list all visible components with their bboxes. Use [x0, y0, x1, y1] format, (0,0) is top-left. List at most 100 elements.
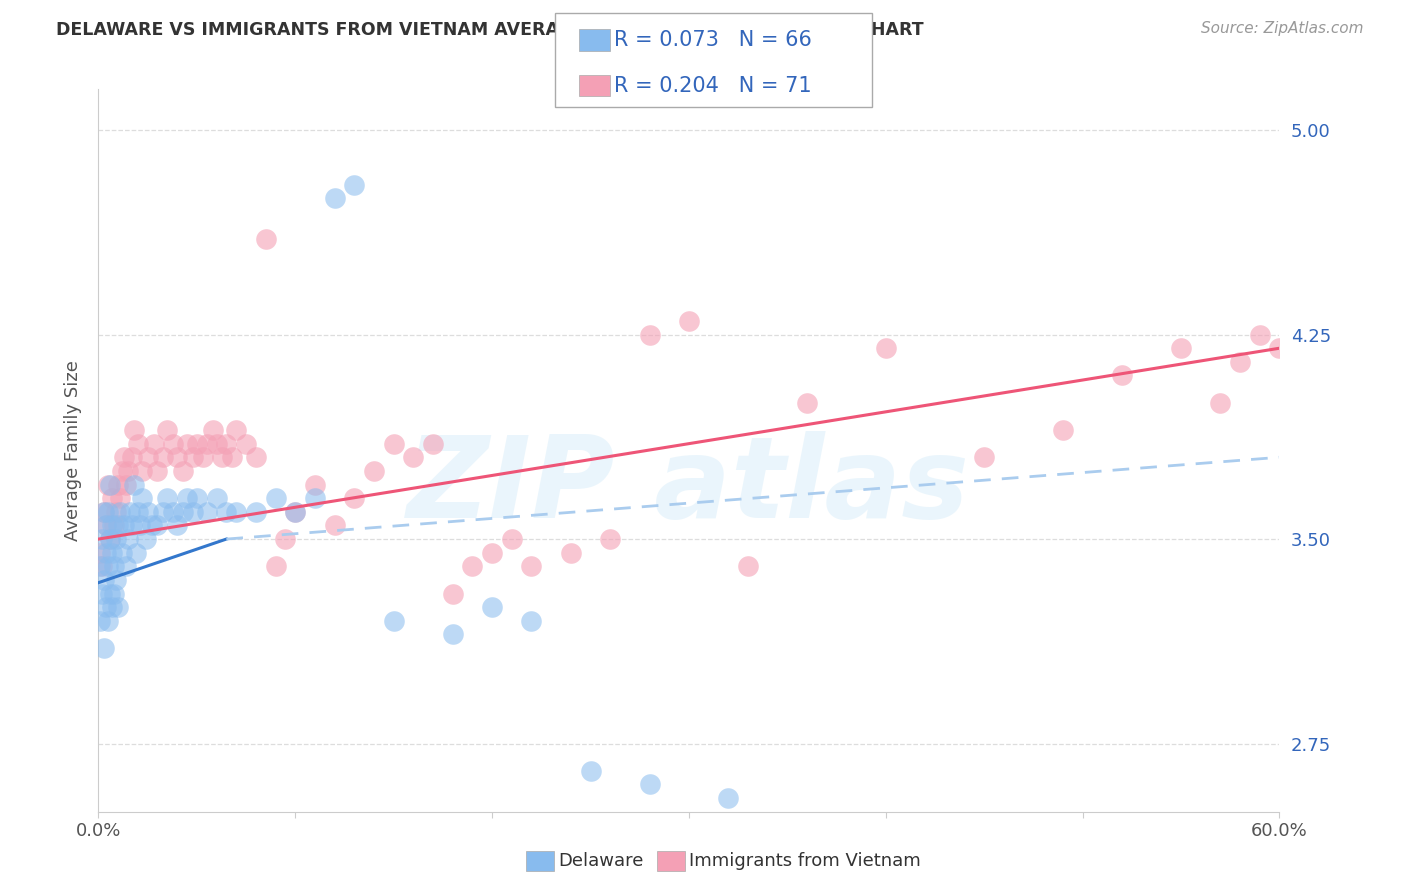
Point — [205, 491, 228, 505]
Point — [186, 491, 208, 505]
Point — [560, 546, 582, 560]
Point — [98, 532, 121, 546]
Point — [156, 423, 179, 437]
Point — [501, 532, 523, 546]
Point — [96, 600, 118, 615]
Point — [441, 627, 464, 641]
Point — [225, 423, 247, 437]
Point — [96, 546, 118, 560]
Point — [108, 491, 131, 505]
Point — [323, 518, 346, 533]
Point — [107, 518, 129, 533]
Point — [89, 559, 111, 574]
Point — [98, 586, 121, 600]
Point — [402, 450, 425, 465]
Point — [118, 505, 141, 519]
Point — [91, 586, 114, 600]
Point — [131, 491, 153, 505]
Point — [172, 505, 194, 519]
Point — [235, 436, 257, 450]
Point — [162, 505, 184, 519]
Point — [101, 491, 124, 505]
Point — [101, 600, 124, 615]
Point — [181, 450, 204, 465]
Point — [103, 518, 125, 533]
Point — [97, 614, 120, 628]
Point — [135, 532, 157, 546]
Point — [128, 518, 150, 533]
Point — [195, 505, 218, 519]
Point — [101, 518, 124, 533]
Point — [152, 505, 174, 519]
Point — [363, 464, 385, 478]
Point — [186, 436, 208, 450]
Point — [122, 477, 145, 491]
Point — [520, 614, 543, 628]
Point — [1268, 341, 1291, 355]
Point — [225, 505, 247, 519]
Point — [973, 450, 995, 465]
Point — [93, 505, 115, 519]
Point — [737, 559, 759, 574]
Point — [382, 614, 405, 628]
Point — [142, 436, 165, 450]
Point — [98, 477, 121, 491]
Point — [91, 559, 114, 574]
Point — [97, 477, 120, 491]
Point — [264, 491, 287, 505]
Point — [284, 505, 307, 519]
Point — [195, 436, 218, 450]
Y-axis label: Average Family Size: Average Family Size — [63, 360, 82, 541]
Point — [136, 450, 159, 465]
Point — [215, 436, 238, 450]
Point — [1052, 423, 1074, 437]
Point — [481, 546, 503, 560]
Text: Immigrants from Vietnam: Immigrants from Vietnam — [689, 852, 921, 870]
Point — [107, 600, 129, 615]
Point — [141, 518, 163, 533]
Point — [125, 546, 148, 560]
Point — [166, 518, 188, 533]
Point — [127, 505, 149, 519]
Point — [103, 559, 125, 574]
Point — [599, 532, 621, 546]
Text: R = 0.204   N = 71: R = 0.204 N = 71 — [614, 76, 813, 95]
Point — [93, 505, 115, 519]
Point — [162, 436, 184, 450]
Point — [717, 791, 740, 805]
Point — [211, 450, 233, 465]
Point — [105, 532, 128, 546]
Point — [382, 436, 405, 450]
Point — [191, 450, 214, 465]
Point — [98, 532, 121, 546]
Point — [1209, 396, 1232, 410]
Point — [112, 518, 135, 533]
Point — [205, 436, 228, 450]
Point — [93, 641, 115, 656]
Point — [152, 450, 174, 465]
Point — [274, 532, 297, 546]
Point — [115, 477, 138, 491]
Point — [115, 559, 138, 574]
Point — [146, 518, 169, 533]
Point — [89, 546, 111, 560]
Point — [111, 546, 134, 560]
Point — [638, 777, 661, 791]
Point — [520, 559, 543, 574]
Point — [107, 477, 129, 491]
Point — [127, 436, 149, 450]
Point — [176, 491, 198, 505]
Point — [131, 464, 153, 478]
Point — [136, 505, 159, 519]
Point — [166, 450, 188, 465]
Text: R = 0.073   N = 66: R = 0.073 N = 66 — [614, 30, 813, 50]
Point — [201, 423, 224, 437]
Point — [112, 450, 135, 465]
Point — [245, 450, 267, 465]
Point — [96, 518, 118, 533]
Point — [481, 600, 503, 615]
Point — [1170, 341, 1192, 355]
Point — [93, 573, 115, 587]
Point — [638, 327, 661, 342]
Point — [121, 450, 143, 465]
